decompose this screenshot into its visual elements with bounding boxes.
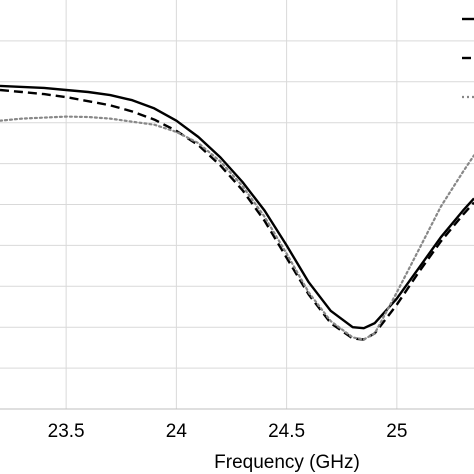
- x-tick-label: 25: [386, 421, 407, 442]
- x-tick-label: 24: [166, 421, 188, 442]
- series-line-dashed: [0, 88, 474, 341]
- x-axis-label: Frequency (GHz): [214, 452, 360, 473]
- x-tick-label: 24.5: [268, 421, 305, 442]
- series-group: [0, 84, 474, 341]
- series-line-dotted: [0, 115, 474, 341]
- x-tick-label: 23.5: [48, 421, 85, 442]
- grid: [0, 0, 474, 410]
- legend: [462, 17, 474, 99]
- series-line-solid: [0, 84, 474, 330]
- x-tick-labels: 23.5 24 24.5 25: [48, 421, 408, 442]
